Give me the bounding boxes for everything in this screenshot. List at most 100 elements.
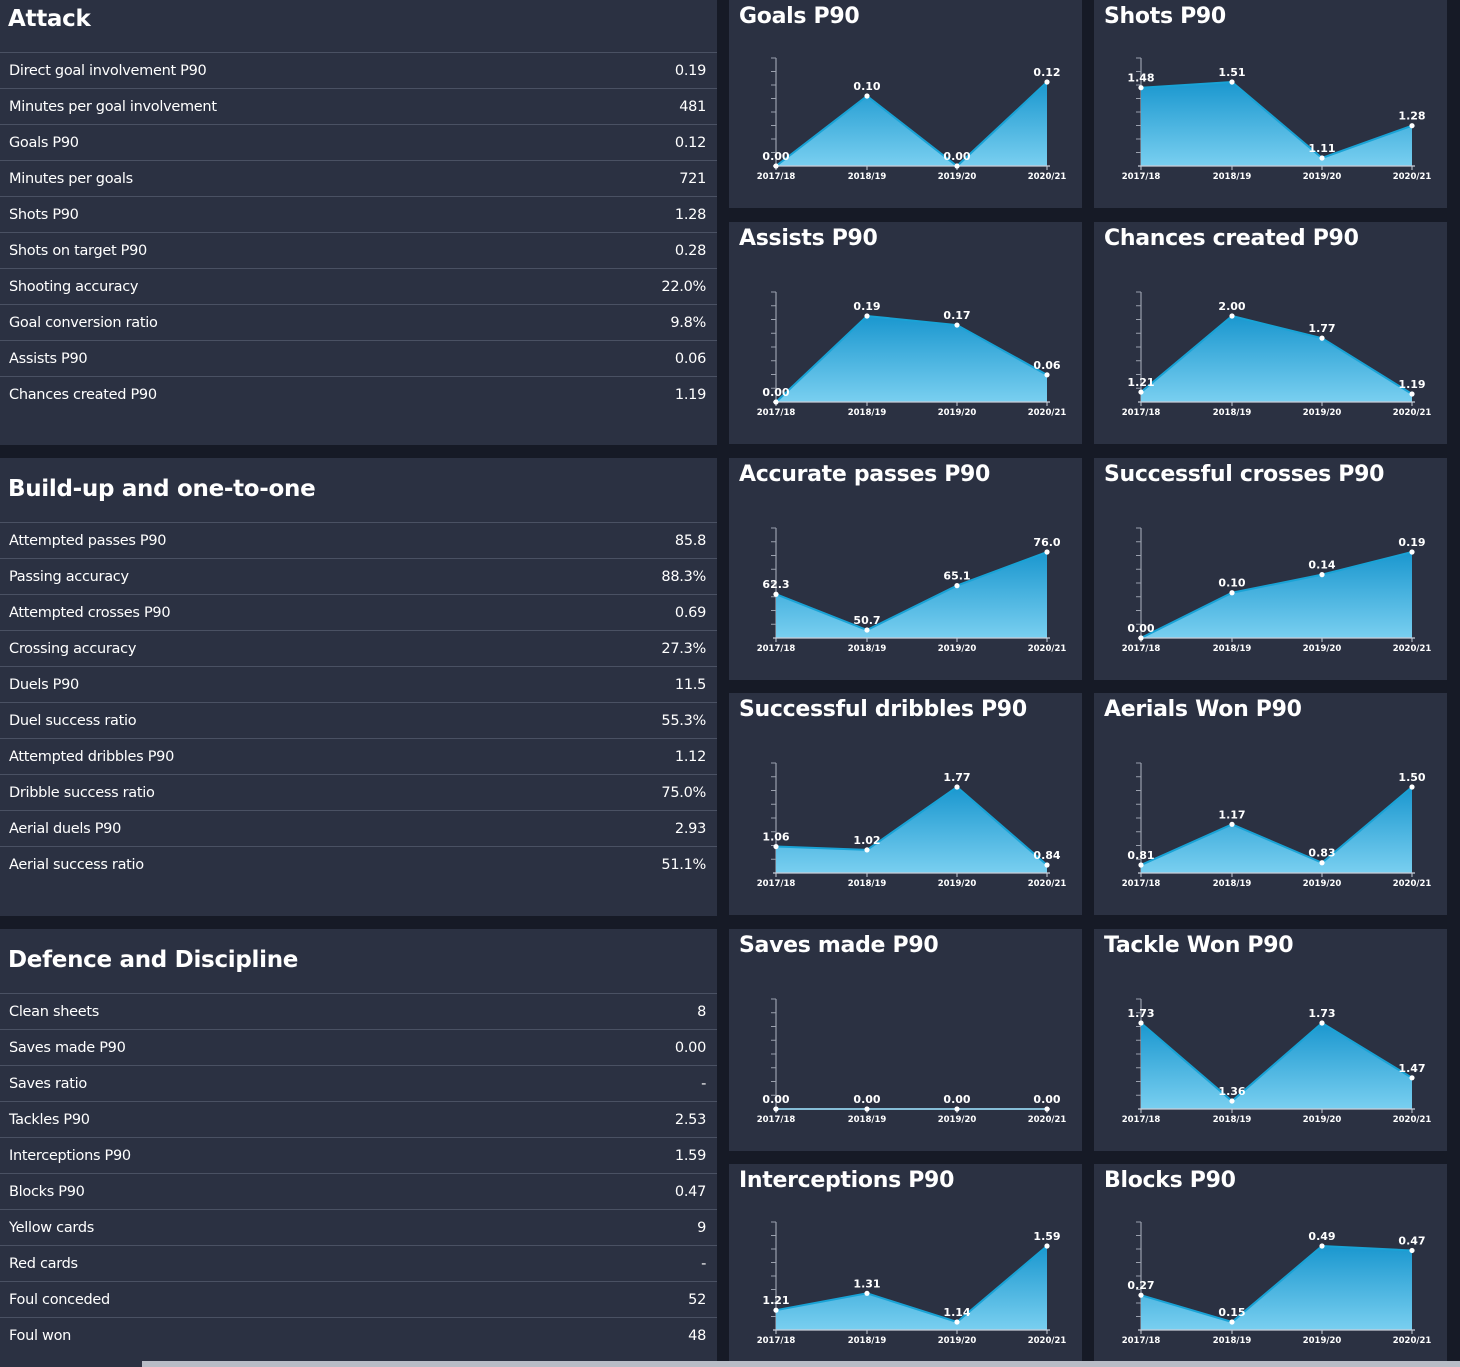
stat-row: Passing accuracy 88.3% (0, 558, 717, 594)
stat-row: Blocks P90 0.47 (0, 1173, 717, 1209)
data-label: 1.02 (853, 834, 880, 847)
area-fill (1141, 552, 1412, 638)
data-point (1409, 1247, 1415, 1254)
data-label: 62.3 (762, 578, 789, 591)
area-fill (776, 787, 1047, 873)
data-label: 0.00 (1127, 622, 1154, 635)
data-point (1138, 1292, 1144, 1298)
data-label: 1.51 (1218, 66, 1245, 79)
data-point (1138, 862, 1144, 868)
stat-row: Aerial duels P90 2.93 (0, 810, 717, 846)
data-point (1229, 821, 1235, 827)
data-point (1319, 1020, 1325, 1026)
data-point (1044, 862, 1050, 868)
data-point (1044, 1106, 1050, 1112)
stat-value: 1.59 (674, 1147, 706, 1164)
data-label: 1.59 (1033, 1230, 1060, 1243)
chart-card-successful-dribbles: Successful dribbles P90 1.06 2017/18 1.02 20… (729, 693, 1082, 915)
stat-row: Goals P90 0.12 (0, 124, 717, 160)
x-tick-label: 2020/21 (1028, 1115, 1067, 1125)
x-tick-label: 2018/19 (848, 408, 887, 418)
data-point (864, 627, 870, 633)
data-point (1229, 79, 1235, 85)
data-label: 0.10 (853, 80, 880, 93)
chart-card-aerials-won: Aerials Won P90 0.81 2017/18 1.17 2018/19 0.8… (1094, 693, 1447, 915)
stat-value: 9 (697, 1219, 706, 1236)
data-label: 1.06 (762, 831, 789, 844)
stat-list: Clean sheets 8 Saves made P90 0.00 Saves rat… (0, 993, 717, 1353)
area-line (1140, 1021, 1413, 1103)
stat-row: Foul conceded 52 (0, 1281, 717, 1317)
chart-title: Successful crosses P90 (1104, 462, 1385, 487)
stat-value: 481 (679, 98, 706, 115)
area-line (1140, 80, 1413, 160)
data-point (1409, 1075, 1415, 1081)
stat-value: 0.12 (674, 134, 706, 151)
data-label: 0.06 (1033, 359, 1060, 372)
data-point (773, 399, 779, 405)
area-chart: 0.27 2017/18 0.15 2018/19 0.49 2019/20 0.47 202… (1122, 1221, 1432, 1346)
data-point (773, 1106, 779, 1112)
chart-card-saves-made: Saves made P90 0.00 2017/18 0.00 2018/19 0.00… (729, 929, 1082, 1151)
data-point (864, 847, 870, 853)
data-point (773, 843, 779, 850)
stat-label: Shots on target P90 (9, 242, 147, 259)
x-tick-label: 2017/18 (1122, 408, 1161, 418)
x-tick-label: 2019/20 (938, 1336, 977, 1346)
scrollbar-thumb[interactable] (0, 1361, 142, 1367)
chart-card-interceptions: Interceptions P90 1.21 2017/18 1.31 2018/19 1… (729, 1164, 1082, 1367)
stat-row: Saves made P90 0.00 (0, 1029, 717, 1065)
data-label: 1.50 (1398, 771, 1425, 784)
stat-value: 88.3% (661, 568, 706, 585)
x-tick-label: 2017/18 (757, 408, 796, 418)
stat-row: Saves ratio - (0, 1065, 717, 1101)
data-label: 1.21 (762, 1294, 789, 1307)
data-point (1409, 123, 1415, 129)
area-line (1140, 1244, 1413, 1324)
stat-label: Interceptions P90 (9, 1147, 131, 1164)
area-fill (1141, 1246, 1412, 1330)
data-label: 1.31 (853, 1277, 880, 1290)
area-chart: 0.00 2017/18 0.00 2018/19 0.00 2019/20 0.00 202… (757, 998, 1067, 1125)
stat-row: Foul won 48 (0, 1317, 717, 1353)
stat-value: 721 (679, 170, 706, 187)
chart-title: Chances created P90 (1104, 226, 1359, 251)
data-point (1229, 590, 1235, 596)
stat-label: Minutes per goal involvement (9, 98, 217, 115)
stat-value: 1.28 (674, 206, 706, 223)
chart-title: Shots P90 (1104, 4, 1226, 29)
stat-label: Tackles P90 (9, 1111, 90, 1128)
stat-list: Attempted passes P90 85.8 Passing accuracy… (0, 522, 717, 882)
x-tick-label: 2017/18 (757, 1115, 796, 1125)
stat-row: Direct goal involvement P90 0.19 (0, 52, 717, 88)
stat-label: Minutes per goals (9, 170, 133, 187)
x-tick-label: 2020/21 (1028, 172, 1067, 182)
stat-row: Goal conversion ratio 9.8% (0, 304, 717, 340)
horizontal-scrollbar[interactable] (0, 1361, 1460, 1367)
data-label: 0.10 (1218, 577, 1245, 590)
x-tick-label: 2020/21 (1393, 1336, 1432, 1346)
x-tick-label: 2018/19 (1213, 172, 1252, 182)
x-tick-label: 2019/20 (938, 172, 977, 182)
chart-card-tackle-won: Tackle Won P90 1.73 2017/18 1.36 2018/19 1.73… (1094, 929, 1447, 1151)
stat-value: 11.5 (674, 676, 706, 693)
x-tick-label: 2017/18 (757, 1336, 796, 1346)
attack-panel: Attack Direct goal involvement P90 0.19 Mi… (0, 0, 717, 445)
data-label: 1.14 (943, 1306, 970, 1319)
stat-label: Duels P90 (9, 676, 79, 693)
stat-label: Shots P90 (9, 206, 79, 223)
data-point (1229, 313, 1235, 319)
stat-value: 2.53 (674, 1111, 706, 1128)
area-fill (1141, 316, 1412, 402)
chart-title: Accurate passes P90 (739, 462, 991, 487)
stat-value: 1.12 (674, 748, 706, 765)
x-tick-label: 2017/18 (1122, 172, 1161, 182)
area-fill (1141, 787, 1412, 873)
area-line (775, 81, 1048, 168)
stat-row: Dribble success ratio 75.0% (0, 774, 717, 810)
data-label: 50.7 (853, 614, 880, 627)
stat-value: 9.8% (670, 314, 706, 331)
data-point (1138, 1020, 1144, 1026)
data-point (1319, 1243, 1325, 1249)
stat-value: 0.28 (674, 242, 706, 259)
